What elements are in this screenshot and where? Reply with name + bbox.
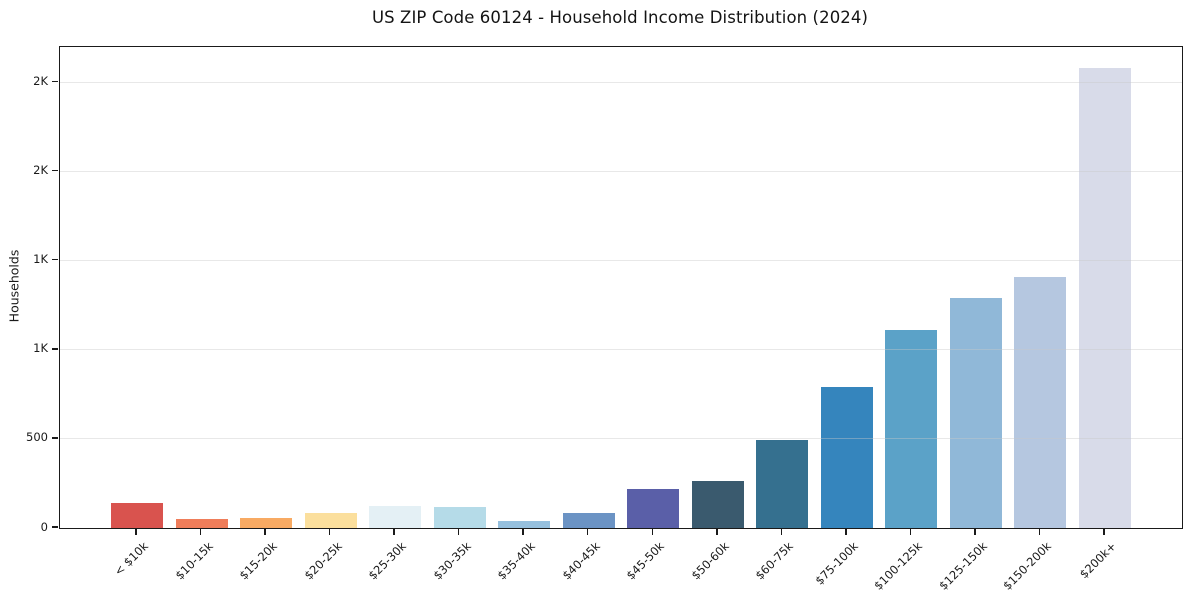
y-tick-label: 500 [26,430,48,445]
bar [111,503,163,528]
bar [949,297,1002,528]
y-tick-mark [52,170,58,172]
x-tick-mark [1038,528,1041,535]
x-tick-label: < $10k [111,539,151,579]
chart-title: US ZIP Code 60124 - Household Income Dis… [371,8,869,27]
x-tick-mark [845,528,847,535]
x-tick-label: $75-100k [812,539,861,588]
x-tick-label: $40-45k [559,539,603,583]
gridline [60,81,1182,83]
x-tick-mark [522,528,524,535]
bar [175,519,228,528]
x-tick-mark [651,528,654,535]
y-tick-label: 2K [33,74,48,89]
plot-area [59,46,1183,529]
x-tick-label: $25-30k [365,539,410,583]
gridline [60,259,1182,261]
x-tick-label: $150-200k [1000,539,1055,590]
gridline [60,170,1182,172]
y-tick-label: 1K [33,252,48,267]
x-tick-mark [974,528,976,535]
bar [240,517,293,528]
y-tick-mark [52,526,58,528]
bar [691,481,744,528]
x-tick-mark [135,528,137,535]
y-tick-mark [52,259,58,261]
bar [304,512,357,528]
x-tick-label: $30-35k [430,539,474,583]
bar [627,489,680,528]
gridline [60,348,1182,350]
x-tick-label: $35-40k [494,539,539,583]
bar [756,439,809,528]
x-tick-label: $50-60k [688,539,732,583]
x-tick-mark [264,528,266,535]
bar [498,520,551,528]
bar [885,329,938,528]
x-tick-mark [909,528,912,535]
y-tick-mark [52,80,58,83]
x-tick-mark [780,528,783,535]
x-tick-label: $100-125k [871,539,926,590]
y-tick-label: 2K [33,163,48,178]
x-tick-mark [1103,528,1105,535]
x-tick-label: $200k+ [1076,539,1119,582]
gridline [60,437,1182,439]
x-tick-label: $45-50k [623,539,668,583]
y-tick-label: 1K [33,341,48,356]
x-tick-label: $15-20k [236,539,280,583]
x-tick-mark [586,528,589,535]
x-tick-mark [199,528,202,535]
bar [1079,68,1131,528]
x-tick-label: $125-150k [936,539,990,590]
x-tick-mark [393,528,395,535]
bar [433,507,486,528]
bar [562,512,615,528]
x-tick-mark [457,528,460,535]
bar [1014,277,1067,528]
bar [369,506,422,528]
x-tick-mark [328,528,331,535]
y-tick-mark [52,437,58,439]
x-tick-mark [716,528,718,535]
bar [820,387,873,528]
x-tick-label: $10-15k [172,539,216,583]
x-tick-label: $20-25k [301,539,345,583]
y-tick-label: 0 [40,519,48,534]
y-tick-mark [52,348,58,350]
x-tick-label: $60-75k [752,539,797,583]
